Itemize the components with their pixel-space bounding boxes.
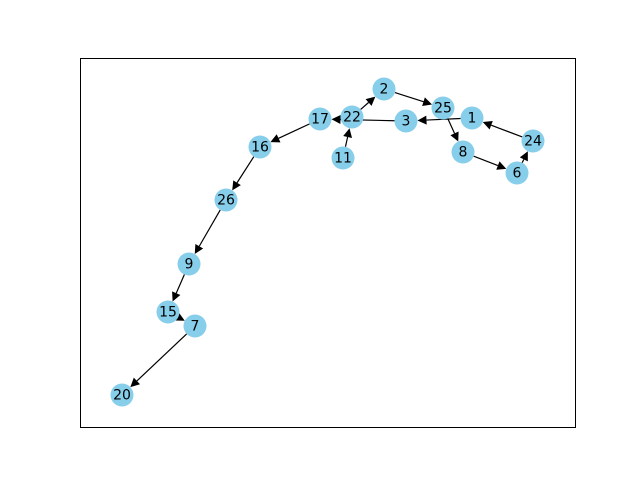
node-22: 22 xyxy=(340,105,364,129)
edge-line xyxy=(521,159,525,163)
edge-2-to-25 xyxy=(394,91,433,106)
arrowhead xyxy=(270,134,281,143)
node-label: 22 xyxy=(343,110,361,126)
edge-7-to-20 xyxy=(130,333,188,388)
arrowhead xyxy=(232,180,241,191)
edge-line xyxy=(136,333,188,382)
edge-line xyxy=(490,124,523,138)
node-label: 6 xyxy=(513,166,522,182)
node-circle xyxy=(308,107,332,131)
node-24: 24 xyxy=(521,129,545,153)
node-circle xyxy=(431,96,455,120)
node-8: 8 xyxy=(451,140,475,164)
edge-line xyxy=(198,209,221,247)
arrowhead xyxy=(450,131,459,142)
arrowhead xyxy=(194,244,204,255)
plot-frame xyxy=(80,58,576,428)
node-circle xyxy=(183,314,207,338)
arrowhead xyxy=(482,121,493,130)
node-label: 20 xyxy=(113,388,131,404)
node-3: 3 xyxy=(394,109,418,133)
arrowhead xyxy=(422,97,433,106)
node-label: 16 xyxy=(251,140,269,156)
edge-9-to-15 xyxy=(172,274,185,302)
arrowhead xyxy=(130,377,140,388)
node-circle xyxy=(331,146,355,170)
arrowhead xyxy=(519,151,528,162)
node-25: 25 xyxy=(431,96,455,120)
node-label: 8 xyxy=(459,145,468,161)
nodes-layer: 1 23 6 7 8 9 11 15 16 17 20 22 24 25 26 xyxy=(110,77,545,407)
node-label: 11 xyxy=(334,151,352,167)
edge-17-to-16 xyxy=(270,123,310,143)
node-15: 15 xyxy=(156,300,180,324)
node-circle xyxy=(340,105,364,129)
node-circle xyxy=(177,252,201,276)
node-circle xyxy=(451,140,475,164)
node-label: 17 xyxy=(311,112,329,128)
node-label: 24 xyxy=(524,134,542,150)
arrowhead xyxy=(417,115,427,125)
node-20: 20 xyxy=(110,383,134,407)
node-11: 11 xyxy=(331,146,355,170)
edge-6-to-24 xyxy=(519,151,528,163)
edge-line xyxy=(360,102,369,110)
arrowhead xyxy=(172,291,181,302)
node-9: 9 xyxy=(177,252,201,276)
edge-line xyxy=(473,155,499,167)
node-label: 3 xyxy=(402,114,411,130)
node-label: 7 xyxy=(191,319,200,335)
node-circle xyxy=(214,188,238,212)
edge-11-to-22 xyxy=(343,128,352,147)
arrowhead xyxy=(496,161,507,170)
edge-24-to-1 xyxy=(482,121,523,138)
edge-line xyxy=(394,91,424,103)
edge-line xyxy=(447,118,456,134)
node-label: 1 xyxy=(468,111,477,127)
edge-25-to-8 xyxy=(447,118,459,142)
node-circle xyxy=(372,77,396,101)
arrowhead xyxy=(365,96,376,106)
node-17: 17 xyxy=(308,107,332,131)
node-16: 16 xyxy=(248,135,272,159)
node-circle xyxy=(460,106,484,130)
node-1: 1 xyxy=(460,106,484,130)
edge-8-to-6 xyxy=(473,155,507,170)
node-6: 6 xyxy=(505,161,529,185)
edges-layer xyxy=(130,91,528,388)
node-circle xyxy=(156,300,180,324)
edge-16-to-26 xyxy=(232,156,255,191)
edge-26-to-9 xyxy=(194,209,221,255)
edge-line xyxy=(236,156,255,184)
node-label: 2 xyxy=(380,82,389,98)
node-label: 25 xyxy=(434,101,452,117)
node-circle xyxy=(248,135,272,159)
node-label: 9 xyxy=(185,257,194,273)
node-circle xyxy=(505,161,529,185)
node-circle xyxy=(521,129,545,153)
node-26: 26 xyxy=(214,188,238,212)
node-label: 15 xyxy=(159,305,177,321)
arrowhead xyxy=(331,114,341,124)
node-2: 2 xyxy=(372,77,396,101)
node-circle xyxy=(110,383,134,407)
node-circle xyxy=(394,109,418,133)
node-label: 26 xyxy=(217,193,235,209)
edge-line xyxy=(278,123,310,139)
edge-line xyxy=(175,274,185,294)
edge-line xyxy=(344,136,349,147)
edge-22-to-2 xyxy=(360,96,376,110)
arrowhead xyxy=(343,128,352,138)
node-7: 7 xyxy=(183,314,207,338)
